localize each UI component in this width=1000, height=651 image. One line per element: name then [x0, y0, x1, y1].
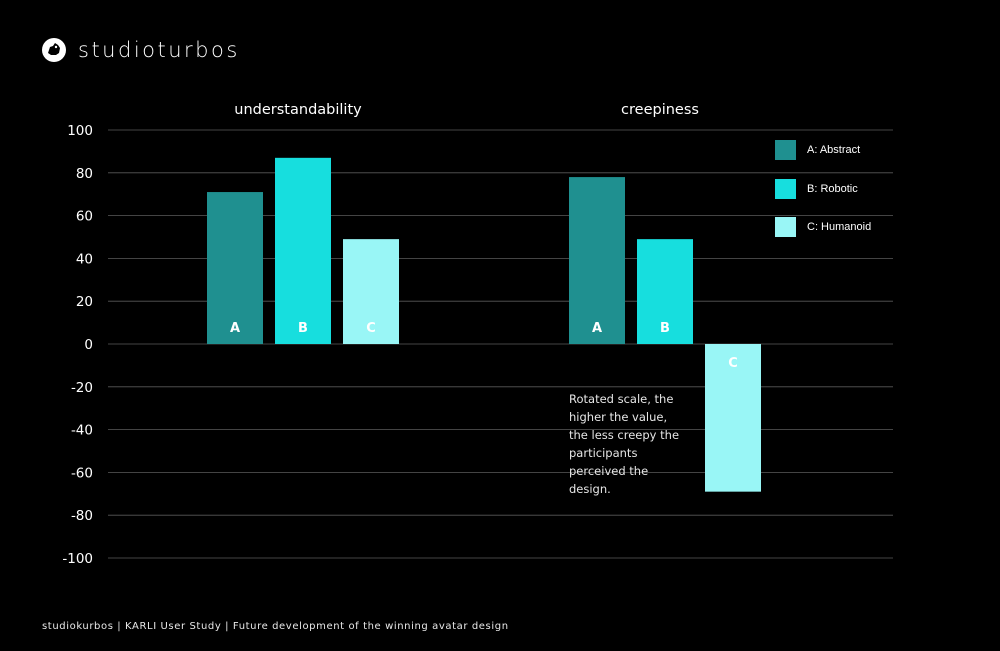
y-tick-label: 100	[67, 123, 93, 139]
bar-label: C	[366, 321, 376, 336]
legend-label: C: Humanoid	[807, 221, 872, 233]
bar-label: B	[298, 321, 308, 336]
legend-label: A: Abstract	[807, 144, 861, 156]
legend-swatch	[775, 140, 796, 160]
y-tick-label: 0	[84, 337, 93, 353]
group-label: creepiness	[621, 102, 699, 118]
footer-caption: studiokurbos | KARLI User Study | Future…	[42, 621, 509, 632]
bar-label: C	[728, 356, 738, 371]
y-tick-label: -20	[71, 380, 93, 396]
legend-item: A: Abstract	[775, 140, 871, 160]
legend-label: B: Robotic	[807, 182, 858, 195]
y-tick-label: 60	[76, 209, 93, 225]
brand-mark-icon	[42, 38, 66, 62]
y-tick-label: -100	[62, 551, 93, 567]
legend-item: C: Humanoid	[775, 217, 871, 237]
y-tick-label: 40	[76, 251, 93, 267]
bar	[275, 157, 331, 344]
brand-logo: studioturbos	[42, 38, 240, 62]
bar	[637, 239, 693, 344]
chart-legend: A: Abstract B: Robotic C: Humanoid	[775, 140, 871, 256]
y-tick-label: -40	[71, 423, 93, 439]
y-tick-label: -60	[71, 465, 93, 481]
bar	[569, 177, 625, 344]
bar-label: A	[230, 321, 240, 336]
brand-name: studioturbos	[78, 38, 240, 62]
bar	[207, 192, 263, 344]
y-tick-label: -80	[71, 508, 93, 524]
scale-note: Rotated scale, the higher the value, the…	[569, 392, 680, 496]
bar-label: A	[592, 321, 602, 336]
bar-label: B	[660, 321, 670, 336]
legend-swatch	[775, 178, 796, 199]
legend-swatch	[775, 217, 796, 237]
y-tick-label: 20	[76, 294, 93, 310]
group-label: understandability	[234, 102, 362, 118]
bar	[705, 344, 761, 492]
legend-item: B: Robotic	[775, 178, 871, 199]
bar	[343, 239, 399, 344]
y-tick-label: 80	[76, 166, 93, 182]
